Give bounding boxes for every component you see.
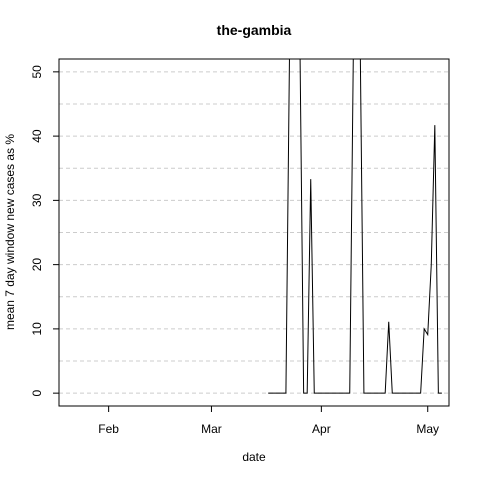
x-tick-label: Feb [98,422,119,436]
y-tick-label: 10 [30,322,44,336]
y-tick-label: 40 [30,129,44,143]
y-tick-label: 50 [30,65,44,79]
y-tick-label: 0 [30,389,44,396]
series-line [268,59,442,394]
axes: 0 10 20 30 40 50 Feb Mar Apr May [30,65,439,436]
y-tick-label: 20 [30,258,44,272]
x-tick-label: Mar [201,422,222,436]
x-tick-label: May [416,422,439,436]
series-layer [268,59,442,394]
y-axis-label: mean 7 day window new cases as % [3,134,17,330]
x-axis-label: date [242,450,266,464]
grid-lines [59,71,449,394]
chart-title: the-gambia [217,22,292,38]
plot-frame [58,58,450,407]
x-tick-label: Apr [312,422,331,436]
y-tick-label: 30 [30,193,44,207]
